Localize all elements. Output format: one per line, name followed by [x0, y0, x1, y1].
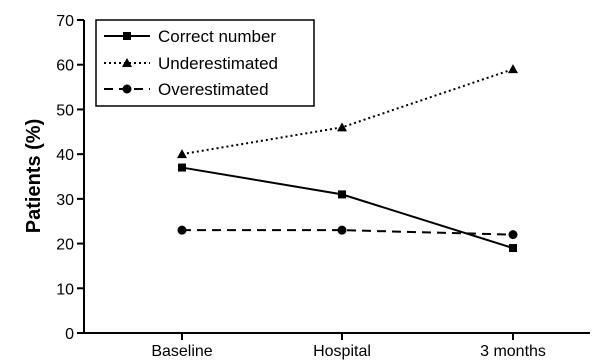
data-point: [338, 190, 346, 199]
legend: Correct number Underestimated Overestimate…: [95, 19, 315, 107]
legend-marker: [122, 58, 132, 67]
data-point: [508, 64, 518, 74]
y-tick-label: 70: [56, 13, 74, 30]
series-line: [182, 229, 514, 236]
x-tick-label: 3 months: [480, 343, 546, 360]
y-tick-label: 50: [56, 102, 74, 119]
legend-marker: [123, 32, 131, 40]
legend-label: Underestimated: [158, 54, 278, 73]
y-tick-label: 0: [65, 326, 74, 343]
y-ticks: 0 10 20 30 40 50 60 70: [56, 13, 84, 343]
legend-item: Correct number: [104, 27, 276, 46]
y-tick-label: 10: [56, 281, 74, 298]
data-point: [509, 244, 517, 253]
x-tick-label: Hospital: [313, 343, 371, 360]
legend-item: Overestimated: [104, 80, 269, 99]
legend-label: Correct number: [158, 27, 276, 46]
data-point: [337, 122, 347, 132]
data-point: [178, 163, 186, 172]
legend-item: Underestimated: [104, 54, 278, 73]
legend-box: [95, 19, 315, 107]
series-line: [181, 166, 514, 249]
y-tick-label: 40: [56, 147, 74, 164]
legend-label: Overestimated: [158, 80, 269, 99]
x-ticks: Baseline Hospital 3 months: [151, 333, 546, 360]
data-point: [337, 225, 347, 235]
y-tick-label: 20: [56, 237, 74, 254]
series-layer: [177, 64, 518, 253]
data-point: [177, 225, 187, 235]
data-point: [177, 149, 187, 159]
series-square: [178, 163, 517, 253]
series-triangle: [177, 64, 518, 159]
data-point: [508, 230, 518, 240]
y-tick-label: 60: [56, 58, 74, 75]
series-circle: [177, 225, 518, 240]
y-axis-label: Patients (%): [23, 119, 45, 233]
axes: [83, 20, 590, 334]
y-tick-label: 30: [56, 192, 74, 209]
legend-marker: [122, 84, 132, 94]
x-tick-label: Baseline: [151, 343, 212, 360]
